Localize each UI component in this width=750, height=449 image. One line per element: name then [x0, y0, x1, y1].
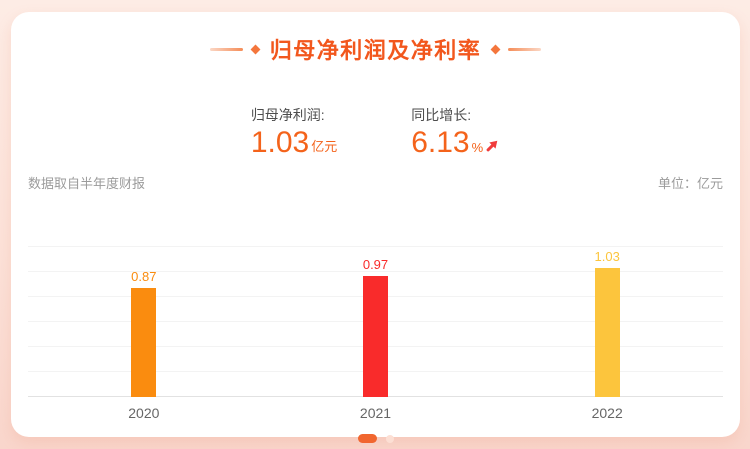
unit-label: 单位：亿元 [657, 176, 723, 191]
title-decoration-left [209, 44, 261, 54]
stat-value-row: 6.13 % [411, 128, 500, 158]
meta-row: 数据取自半年度财报 单位：亿元 [11, 173, 740, 192]
diamond-icon [250, 44, 261, 54]
bar [594, 268, 620, 397]
bar-value-label: 1.03 [594, 249, 620, 265]
data-source-note: 数据取自半年度财报 [28, 176, 146, 191]
title-decoration-right [490, 44, 542, 54]
up-right-arrow-icon [484, 138, 500, 158]
chart-bars: 0.87 0.97 1.03 [28, 247, 723, 397]
stat-net-profit: 归母净利润: 1.03 亿元 [251, 105, 337, 158]
stat-value: 1.03 [250, 126, 310, 159]
bar-column: 1.03 [491, 247, 723, 397]
chart-plot: 0.87 0.97 1.03 [28, 246, 723, 397]
bar [363, 275, 388, 397]
bar-column: 0.87 [28, 247, 260, 397]
bar-value-label: 0.97 [362, 256, 389, 272]
chart-xticks: 2020 2021 2022 [11, 405, 740, 421]
stat-unit: % [471, 140, 484, 155]
bar-column: 0.97 [260, 247, 492, 397]
decoration-line [508, 47, 542, 51]
gridline [28, 271, 723, 272]
stat-value-row: 1.03 亿元 [251, 128, 337, 158]
carousel-dot-2[interactable] [385, 434, 394, 443]
stat-label: 归母净利润: [250, 107, 325, 123]
x-tick-label: 2020 [128, 405, 160, 421]
gridline [28, 246, 723, 247]
carousel-dots [11, 434, 740, 443]
decoration-line [209, 47, 243, 51]
diamond-icon [490, 44, 501, 54]
stats-row: 归母净利润: 1.03 亿元 同比增长: 6.13 % [11, 105, 740, 158]
stat-yoy-growth: 同比增长: 6.13 % [411, 105, 500, 158]
carousel-dot-1[interactable] [357, 434, 377, 443]
bar-chart: 0.87 0.97 1.03 [11, 246, 740, 397]
bar-value-label: 0.87 [131, 269, 157, 285]
stat-label: 同比增长: [411, 107, 472, 123]
page-title: 归母净利润及净利率 [269, 38, 482, 63]
chart-title-row: 归母净利润及净利率 [11, 33, 740, 65]
stat-value: 6.13 [411, 126, 470, 159]
x-tick-label: 2021 [359, 405, 392, 421]
bar [131, 288, 157, 397]
chart-card: 归母净利润及净利率 归母净利润: 1.03 亿元 同比增长: 6.13 % [11, 12, 740, 443]
stat-unit: 亿元 [311, 139, 338, 154]
x-tick-label: 2022 [591, 405, 623, 421]
